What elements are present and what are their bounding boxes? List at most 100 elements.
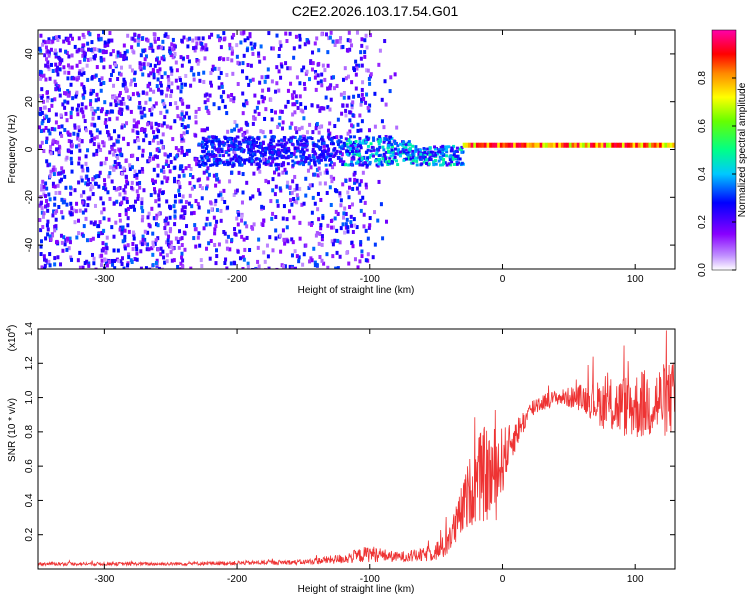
spectrogram-noise-cell <box>90 137 94 142</box>
spectrogram-noise-cell <box>365 164 369 169</box>
spectrogram-noise-cell <box>152 104 156 109</box>
spectrogram-noise-cell <box>133 169 137 174</box>
spectrogram-band-cell <box>377 154 381 158</box>
spectrogram-noise-cell <box>305 69 309 74</box>
spectrogram-noise-cell <box>47 192 51 197</box>
spectrogram-noise-cell <box>209 83 213 88</box>
spectrogram-band-cell <box>335 149 339 153</box>
spectrogram-noise-cell <box>124 158 128 163</box>
spectrogram-band-cell <box>391 150 395 154</box>
spectrogram-noise-cell <box>187 163 191 168</box>
spectrogram-band-cell <box>293 136 297 140</box>
spectrogram-noise-cell <box>60 197 64 202</box>
spectrogram-noise-cell <box>253 109 257 114</box>
spectrogram-band-cell <box>328 157 332 161</box>
spectrogram-noise-cell <box>210 68 214 73</box>
spectrogram-noise-cell <box>246 63 250 68</box>
spectrogram-noise-cell <box>329 174 333 179</box>
spectrogram-band-cell <box>201 136 205 140</box>
spectrogram-noise-cell <box>298 186 302 191</box>
spectrogram-noise-cell <box>132 204 136 209</box>
spectrogram-band-cell <box>414 145 418 149</box>
spectrogram-noise-cell <box>150 106 154 111</box>
spectrogram-noise-cell <box>270 108 274 113</box>
spectrogram-noise-cell <box>58 179 62 184</box>
spectrogram-noise-cell <box>114 187 118 192</box>
spectrogram-noise-cell <box>261 99 265 104</box>
spectrogram-noise-cell <box>74 94 78 99</box>
spectrogram-noise-cell <box>316 207 320 212</box>
spectrogram-noise-cell <box>75 49 79 54</box>
spectrogram-noise-cell <box>153 241 157 246</box>
spectrogram-band-cell <box>458 157 462 161</box>
spectrogram-noise-cell <box>154 154 158 159</box>
spectrogram-noise-cell <box>92 152 96 157</box>
spectrogram-noise-cell <box>288 264 292 269</box>
spectrogram-noise-cell <box>289 191 293 196</box>
spectrogram-band-cell <box>277 139 281 143</box>
spectrogram-noise-cell <box>168 50 172 55</box>
spectrogram-band-cell <box>420 162 424 166</box>
spectrogram-noise-cell <box>308 259 312 264</box>
spectrogram-band-cell <box>343 144 347 148</box>
spectrogram-noise-cell <box>229 157 233 162</box>
spectrogram-noise-cell <box>264 75 268 80</box>
spectrogram-noise-cell <box>315 167 319 172</box>
spectrogram-noise-cell <box>68 185 72 190</box>
spectrogram-noise-cell <box>260 144 264 149</box>
spectrogram-noise-cell <box>245 75 249 80</box>
spectrogram-noise-cell <box>183 82 187 87</box>
spectrogram-noise-cell <box>368 74 372 79</box>
spectrogram-noise-cell <box>177 148 181 153</box>
spectrogram-noise-cell <box>380 119 384 124</box>
spectrogram-noise-cell <box>168 169 172 174</box>
spectrogram-noise-cell <box>290 266 294 269</box>
spectrogram-noise-cell <box>167 204 171 209</box>
spectrogram-noise-cell <box>53 127 57 132</box>
spectrogram-band-cell <box>361 163 365 167</box>
spectrogram-noise-cell <box>228 46 232 51</box>
spectrogram-noise-cell <box>79 175 83 180</box>
spectrogram-band-cell <box>282 148 286 152</box>
spectrogram-noise-cell <box>51 39 55 44</box>
spectrogram-band-cell <box>365 159 369 163</box>
spectrogram-band-cell <box>250 156 254 160</box>
spectrogram-noise-cell <box>249 63 253 68</box>
spectrogram-band-cell <box>383 137 387 141</box>
spectrogram-noise-cell <box>162 101 166 106</box>
spectrogram-noise-cell <box>383 79 387 84</box>
spectrogram-noise-cell <box>136 138 140 143</box>
spectrogram-noise-cell <box>257 111 261 116</box>
spectrogram-noise-cell <box>273 192 277 197</box>
spectrogram-noise-cell <box>194 198 198 203</box>
spectrogram-noise-cell <box>112 164 116 169</box>
spectrogram-noise-cell <box>140 205 144 210</box>
spectrogram-noise-cell <box>330 239 334 244</box>
spectrogram-noise-cell <box>350 43 354 48</box>
spectrogram-band-cell <box>448 158 452 162</box>
spectrogram-noise-cell <box>131 92 135 97</box>
spectrogram-noise-cell <box>289 198 293 203</box>
spectrogram-band-cell <box>277 152 281 156</box>
spectrogram-noise-cell <box>281 120 285 125</box>
spectrogram-noise-cell <box>335 39 339 44</box>
spectrogram-noise-cell <box>309 165 313 170</box>
spectrogram-band-cell <box>432 154 436 158</box>
spectrogram-noise-cell <box>297 259 301 264</box>
spectrogram-noise-cell <box>248 247 252 252</box>
spectrogram-band-cell <box>264 148 268 152</box>
spectrogram-band-cell <box>256 149 260 153</box>
spectrogram-band-cell <box>225 159 229 163</box>
spectrogram-noise-cell <box>164 32 168 37</box>
spectrogram-noise-cell <box>78 60 82 65</box>
spectrogram-noise-cell <box>121 123 125 128</box>
spectrogram-band-cell <box>253 141 257 145</box>
spectrogram-noise-cell <box>81 53 85 58</box>
spectrogram-noise-cell <box>56 72 60 77</box>
spectrogram-noise-cell <box>213 227 217 232</box>
spectrogram-noise-cell <box>367 76 371 81</box>
spectrogram-band-cell <box>429 150 433 154</box>
spectrogram-noise-cell <box>339 92 343 97</box>
spectrogram-noise-cell <box>361 80 365 85</box>
spectrogram-tone-cell <box>603 142 607 148</box>
